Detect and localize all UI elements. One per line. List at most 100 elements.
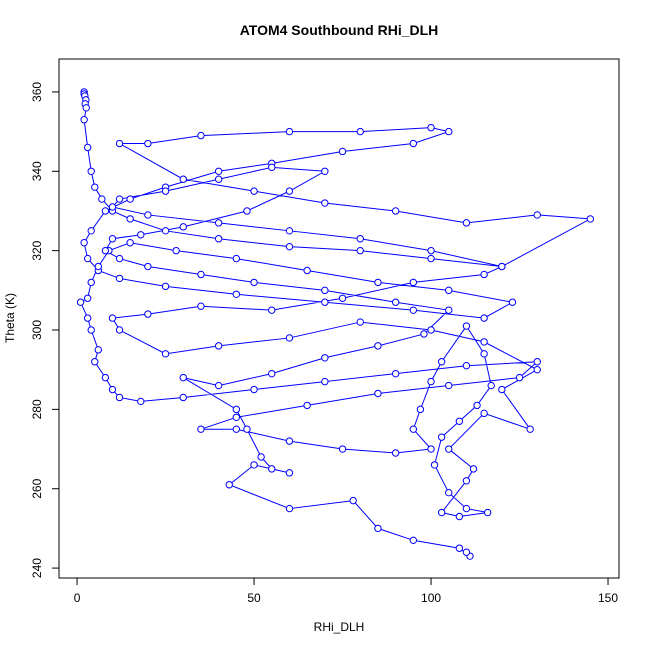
data-point <box>391 298 400 306</box>
data-point <box>82 104 90 112</box>
data-point <box>409 139 418 148</box>
data-point <box>303 266 311 275</box>
data-point <box>83 294 92 302</box>
data-point <box>285 227 294 235</box>
data-point <box>285 504 294 513</box>
data-point <box>455 417 464 425</box>
data-point <box>349 496 357 505</box>
data-point <box>80 239 88 247</box>
data-point <box>508 298 517 306</box>
data-point <box>321 286 329 295</box>
data-point <box>427 254 435 263</box>
data-point <box>374 278 382 287</box>
data-point <box>409 536 418 545</box>
data-point <box>268 163 276 172</box>
data-point <box>462 219 471 227</box>
data-point <box>268 306 276 314</box>
data-point <box>285 334 294 342</box>
data-point <box>374 389 382 398</box>
data-point <box>214 167 223 175</box>
data-point <box>462 477 471 485</box>
data-point <box>445 445 453 453</box>
data-point <box>437 433 446 441</box>
data-point <box>115 274 124 283</box>
data-point <box>108 203 117 211</box>
data-point <box>108 235 117 243</box>
data-point <box>94 346 102 354</box>
x-tick-label: 150 <box>598 591 618 605</box>
data-point <box>455 512 464 521</box>
data-point <box>243 425 251 433</box>
data-point <box>268 465 276 473</box>
data-point <box>427 377 435 386</box>
data-point <box>161 350 170 358</box>
data-point <box>232 254 241 263</box>
data-point <box>179 223 187 231</box>
data-point <box>356 127 364 136</box>
data-point <box>250 187 258 195</box>
y-axis-label: Theta (K) <box>3 293 17 343</box>
data-point <box>144 211 152 219</box>
x-tick-label: 100 <box>421 591 441 605</box>
data-point <box>83 254 92 263</box>
data-point <box>285 127 294 136</box>
y-tick-label: 280 <box>30 399 44 419</box>
data-point <box>232 405 241 414</box>
data-point <box>285 187 294 195</box>
data-point <box>321 354 329 362</box>
y-tick-label: 360 <box>30 82 44 102</box>
data-point <box>483 508 492 517</box>
data-point <box>101 246 110 255</box>
data-point <box>515 373 524 382</box>
data-point <box>437 358 446 366</box>
data-point <box>427 445 435 453</box>
data-point <box>462 322 471 330</box>
data-point <box>115 326 124 334</box>
data-point <box>101 373 110 382</box>
data-point <box>161 282 170 291</box>
data-point <box>469 465 478 473</box>
data-point <box>214 235 223 243</box>
data-point <box>321 199 329 207</box>
data-point <box>161 187 170 195</box>
data-point <box>374 524 382 533</box>
data-point <box>480 314 488 322</box>
data-point <box>101 207 110 215</box>
data-point <box>498 262 506 271</box>
data-point <box>480 409 488 418</box>
data-point <box>391 369 400 378</box>
data-point <box>172 246 180 255</box>
x-axis-label: RHi_DLH <box>314 620 365 634</box>
data-point <box>87 167 95 175</box>
data-point <box>338 147 347 156</box>
data-point <box>338 445 347 453</box>
data-point <box>80 116 88 124</box>
data-point <box>498 385 506 394</box>
data-point <box>303 401 311 410</box>
data-point <box>533 365 541 374</box>
data-point <box>250 461 258 469</box>
data-point <box>108 385 117 394</box>
data-point <box>321 377 329 386</box>
data-point <box>445 286 453 295</box>
data-point <box>427 326 435 334</box>
data-point <box>409 306 418 314</box>
data-point <box>480 338 488 346</box>
y-tick-label: 320 <box>30 240 44 260</box>
data-point <box>115 139 124 148</box>
data-point <box>420 330 428 338</box>
data-point <box>87 326 95 334</box>
data-point <box>285 437 294 445</box>
data-point <box>321 298 329 306</box>
data-point <box>137 231 145 239</box>
data-point <box>356 246 364 255</box>
data-point <box>250 385 258 394</box>
data-point <box>197 302 205 310</box>
data-point <box>214 175 223 183</box>
data-point <box>197 425 205 433</box>
data-point <box>214 342 223 350</box>
data-point <box>462 548 471 556</box>
data-point <box>98 195 106 203</box>
